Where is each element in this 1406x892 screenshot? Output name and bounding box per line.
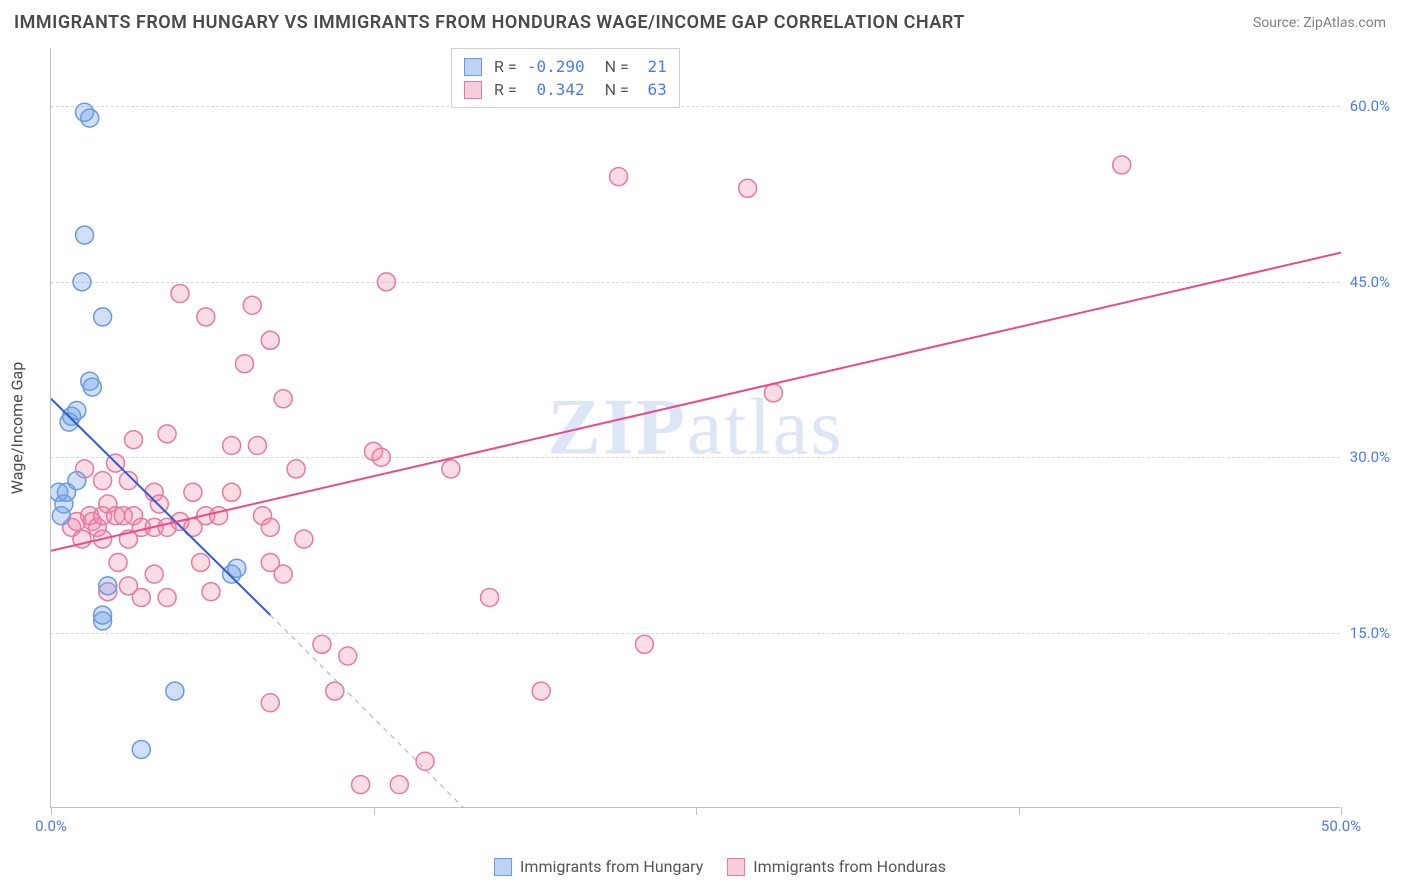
legend-swatch [464,58,482,76]
gridline [51,106,1340,107]
stat-r-label: R = [494,57,517,76]
stat-r-value: 0.342 [525,80,585,99]
stat-n-label: N = [605,57,629,76]
legend-swatch [494,858,512,876]
stat-n-value: 63 [637,80,667,99]
stat-r-label: R = [494,80,517,99]
y-tick-label: 45.0% [1344,273,1390,291]
plot-area: Wage/Income Gap ZIPatlas R =-0.290N =21R… [50,48,1340,808]
legend-swatch [464,81,482,99]
legend-item: Immigrants from Hungary [494,857,703,876]
y-tick-label: 30.0% [1344,448,1390,466]
x-tick [1019,807,1020,815]
chart-svg [51,48,1341,808]
legend-item: Immigrants from Honduras [727,857,946,876]
stat-n-value: 21 [637,57,667,76]
watermark: ZIPatlas [548,382,844,473]
x-tick-label: 0.0% [35,817,67,835]
x-tick [374,807,375,815]
x-tick [51,807,52,815]
y-axis-title: Wage/Income Gap [8,361,27,493]
legend-series-name: Immigrants from Honduras [753,857,946,876]
chart-area: Wage/Income Gap ZIPatlas R =-0.290N =21R… [50,48,1390,848]
y-tick-label: 15.0% [1344,624,1390,642]
stat-r-value: -0.290 [525,57,585,76]
source-label: Source: ZipAtlas.com [1253,15,1386,31]
gridline [51,633,1340,634]
legend-stats-row: R = -0.290 N = 21 [464,55,667,78]
legend-stats: R = -0.290 N = 21 R = 0.342 N = 63 [451,48,680,108]
legend-stats-row: R = 0.342 N = 63 [464,78,667,101]
y-tick-label: 60.0% [1344,97,1390,115]
x-tick [696,807,697,815]
stat-n-label: N = [605,80,629,99]
x-tick [1341,807,1342,815]
chart-title: IMMIGRANTS FROM HUNGARY VS IMMIGRANTS FR… [14,12,965,33]
gridline [51,282,1340,283]
gridline [51,457,1340,458]
x-tick-label: 50.0% [1321,817,1361,835]
legend-series-name: Immigrants from Hungary [520,857,703,876]
legend-swatch [727,858,745,876]
legend-series: Immigrants from Hungary Immigrants from H… [494,857,946,876]
